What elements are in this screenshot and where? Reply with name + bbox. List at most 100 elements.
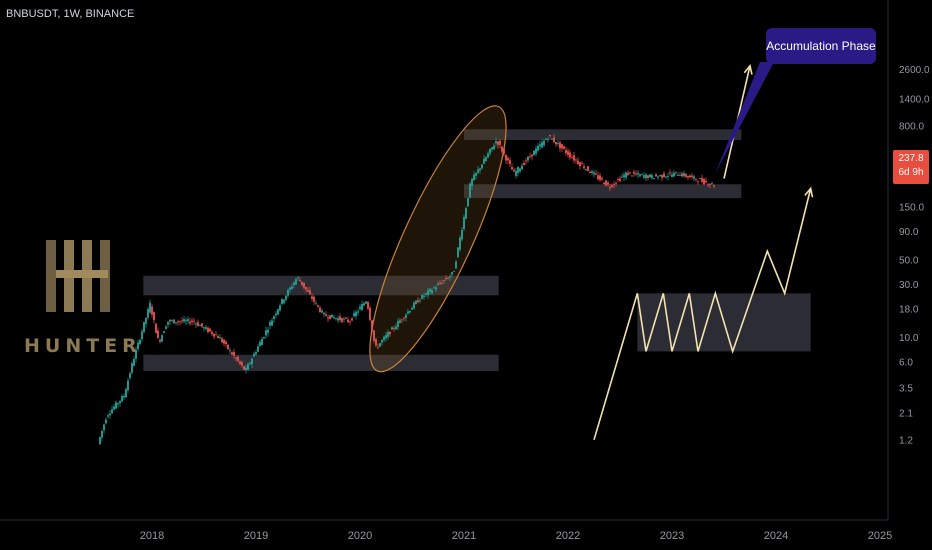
candle-body [605,180,607,186]
candle-body [385,335,387,339]
zone-1[interactable] [143,275,499,296]
candle-body [389,331,391,335]
candle-body [367,302,369,309]
candle-body [115,402,117,409]
candle-body [625,172,627,178]
candle-body [311,296,313,299]
candle-body [135,349,137,359]
candle-body [617,179,619,180]
candle-body [417,300,419,303]
candle-body [661,174,663,178]
candle-body [415,300,417,305]
candle-body [159,339,161,342]
current-price: 237.8 [898,153,924,164]
candle-body [337,318,339,321]
candle-body [221,338,223,343]
candle-body [145,317,147,324]
candle-body [691,175,693,177]
candle-body [397,321,399,327]
candle-body [371,320,373,332]
candle-body [439,283,441,284]
candle-body [487,153,489,158]
candle-body [543,140,545,146]
candle-body [435,287,437,290]
candle-body [253,353,255,357]
zone-0[interactable] [143,354,499,371]
candle-body [711,183,713,185]
candle-body [589,171,591,173]
candle-body [181,320,183,322]
candle-body [195,323,197,325]
candle-body [595,173,597,175]
candle-body [149,302,151,313]
candle-body [705,180,707,183]
candle-body [425,293,427,295]
candle-body [191,320,193,322]
candle-body [549,134,551,136]
candle-body [375,339,377,346]
candle-body [365,301,367,304]
candle-body [119,400,121,404]
candle-body [409,311,411,313]
candle-body [359,306,361,309]
candle-body [361,304,363,311]
candle-body [695,178,697,180]
zone-2[interactable] [464,184,742,199]
x-tick-label: 2025 [868,530,892,542]
candle-body [329,315,331,319]
candle-body [461,229,463,240]
candle-body [545,139,547,141]
breakout-ellipse-shape[interactable] [346,92,529,385]
candle-body [537,145,539,151]
candle-body [431,290,433,294]
candle-body [187,319,189,322]
accumulation-phase-callout[interactable]: Accumulation Phase [766,28,876,64]
candle-body [447,278,449,279]
candle-body [141,331,143,340]
candle-body [325,314,327,317]
candle-body [197,322,199,326]
candle-body [279,305,281,311]
y-tick-label: 2600.0 [899,65,930,76]
candle-body [257,346,259,352]
candle-body [535,148,537,154]
candle-body [183,319,185,322]
candle-body [603,182,605,185]
candle-body [215,334,217,336]
candle-body [227,344,229,350]
candle-body [161,335,163,342]
symbol-label[interactable]: BNBUSDT, 1W, BINANCE [6,8,135,20]
x-tick-label: 2022 [556,530,580,542]
candle-body [265,330,267,336]
candle-body [609,187,611,188]
candle-body [139,339,141,345]
candle-body [521,165,523,170]
candle-body [209,328,211,332]
y-tick-label: 150.0 [899,202,924,213]
candle-body [269,322,271,326]
x-tick-label: 2024 [764,530,788,542]
candle-body [451,272,453,275]
candle-body [697,181,699,183]
candle-body [655,174,657,177]
candle-body [249,362,251,364]
candle-body [363,303,365,306]
candle-body [357,311,359,313]
candle-body [533,150,535,156]
candle-body [585,169,587,170]
candle-body [167,321,169,325]
candle-body [163,331,165,334]
candle-body [351,318,353,321]
x-tick-label: 2023 [660,530,684,542]
candle-body [395,326,397,330]
candle-body [713,185,715,187]
zone-3[interactable] [464,129,742,141]
candlestick-series [99,134,715,445]
candle-body [567,151,569,155]
candle-body [577,160,579,164]
candle-body [555,141,557,145]
projection-line-1[interactable] [593,188,812,441]
candle-body [217,335,219,339]
candle-body [287,290,289,296]
